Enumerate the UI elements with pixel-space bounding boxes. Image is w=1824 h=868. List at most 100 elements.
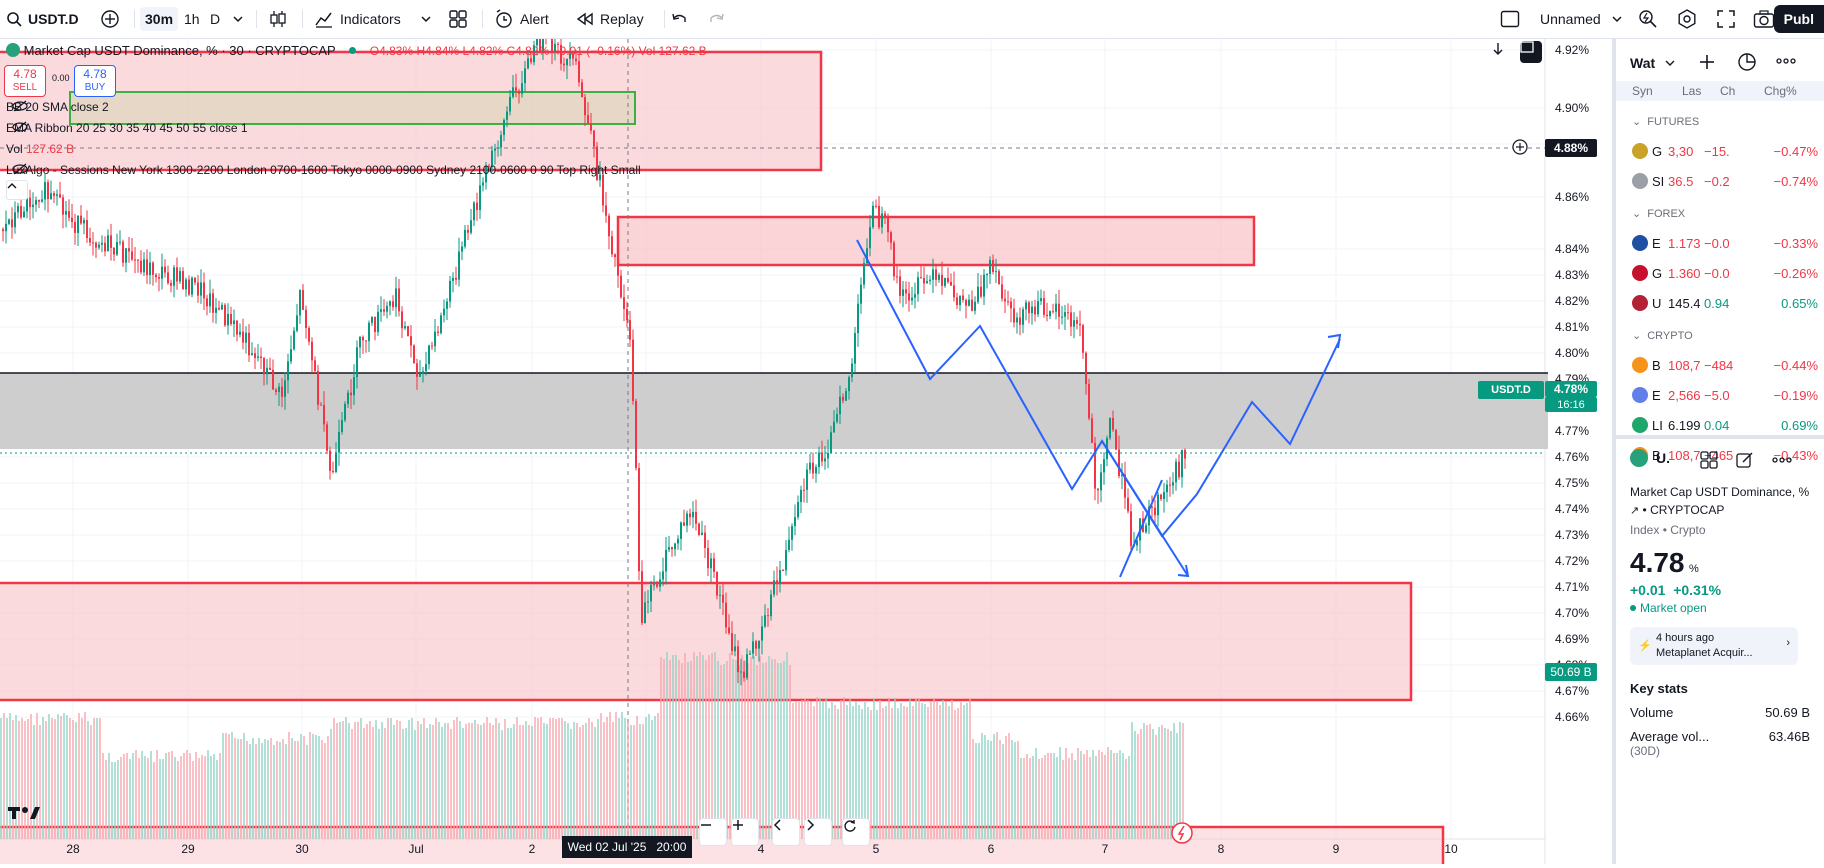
legend-bb[interactable]: BB 20 SMA close 2 bbox=[6, 100, 109, 114]
chart-area[interactable]: Market Cap USDT Dominance, % · 30 · CRYP… bbox=[0, 39, 1612, 864]
sell-button[interactable]: 4.78 SELL bbox=[4, 65, 46, 97]
chart-type-button[interactable] bbox=[268, 0, 288, 38]
news-card[interactable]: ⚡ 4 hours ago Metaplanet Acquir... › bbox=[1630, 627, 1798, 665]
layout-button[interactable]: Unnamed bbox=[1500, 0, 1623, 38]
details-edit-button[interactable] bbox=[1736, 451, 1754, 474]
watchlist-title[interactable]: Wat bbox=[1630, 55, 1675, 71]
volume-bar bbox=[582, 725, 584, 839]
col-last[interactable]: Las bbox=[1682, 84, 1702, 98]
details-header[interactable]: U. bbox=[1630, 449, 1670, 467]
candle-body bbox=[446, 301, 448, 309]
more-options-button[interactable] bbox=[1776, 53, 1796, 74]
volume-bars bbox=[0, 652, 1184, 839]
scroll-right-button[interactable] bbox=[804, 818, 832, 846]
details-exchange[interactable]: CRYPTOCAP bbox=[1650, 503, 1725, 517]
interval-d[interactable]: D bbox=[210, 11, 221, 27]
col-change-pct[interactable]: Chg% bbox=[1764, 84, 1797, 98]
interval-1h[interactable]: 1h bbox=[184, 11, 200, 27]
candle-body bbox=[566, 58, 568, 66]
legend-sessions[interactable]: LuxAlgo - Sessions New York 1300-2200 Lo… bbox=[6, 163, 641, 177]
eye-off-icon[interactable] bbox=[12, 100, 28, 112]
symbol-logo-icon bbox=[1632, 295, 1648, 311]
volume-bar bbox=[636, 716, 638, 839]
candle-body bbox=[917, 277, 919, 295]
watchlist-row[interactable]: E 2,566 −5.0 −0.19% bbox=[1616, 381, 1824, 409]
volume-bar bbox=[21, 718, 23, 839]
price-tick-label: 4.80% bbox=[1555, 346, 1590, 360]
candle-body bbox=[254, 353, 256, 358]
watchlist-section-futures[interactable]: ⌄ FUTURES bbox=[1632, 116, 1700, 128]
maximize-pane-button[interactable] bbox=[1520, 41, 1542, 63]
snapshot-button[interactable] bbox=[1753, 0, 1775, 38]
templates-button[interactable] bbox=[448, 0, 468, 38]
volume-bar bbox=[1167, 729, 1169, 839]
col-symbol[interactable]: Syn bbox=[1632, 84, 1653, 98]
eye-off-icon[interactable] bbox=[12, 163, 28, 175]
volume-bar bbox=[663, 659, 665, 839]
advanced-view-button[interactable] bbox=[1736, 51, 1758, 78]
candle-body bbox=[1082, 325, 1084, 353]
quick-search-button[interactable] bbox=[1638, 0, 1658, 38]
scroll-down-button[interactable] bbox=[1492, 42, 1512, 62]
replay-button[interactable]: Replay bbox=[576, 0, 644, 38]
watchlist-row[interactable]: LI 6.199 0.04 0.69% bbox=[1616, 411, 1824, 439]
fullscreen-button[interactable] bbox=[1716, 0, 1736, 38]
watch-last: 36.5 bbox=[1668, 173, 1694, 189]
watchlist-row[interactable]: SI 36.5 −0.2 −0.74% bbox=[1616, 167, 1824, 195]
collapse-legend-button[interactable] bbox=[6, 180, 28, 200]
watchlist-row[interactable]: B 108,7 −484 −0.44% bbox=[1616, 351, 1824, 379]
watchlist-row[interactable]: G 1.360 −0.0 −0.26% bbox=[1616, 259, 1824, 287]
symbol-search[interactable]: USDT.D bbox=[6, 0, 79, 38]
candle-body bbox=[833, 421, 835, 433]
candle-body bbox=[1079, 323, 1081, 326]
eye-off-icon[interactable] bbox=[12, 121, 28, 133]
alert-button[interactable]: Alert bbox=[494, 0, 549, 38]
watchlist-section-forex[interactable]: ⌄ FOREX bbox=[1632, 208, 1686, 220]
scroll-left-button[interactable] bbox=[772, 818, 800, 846]
watch-change: −0.2 bbox=[1704, 173, 1730, 189]
add-symbol-button[interactable] bbox=[1698, 53, 1716, 76]
volume-bar bbox=[135, 750, 137, 839]
watchlist-section-crypto[interactable]: ⌄ CRYPTO bbox=[1632, 330, 1693, 342]
legend-volume[interactable]: Vol 127.62 B bbox=[6, 142, 75, 156]
zoom-in-button[interactable] bbox=[731, 818, 759, 846]
candle-body bbox=[26, 197, 28, 212]
compare-button[interactable] bbox=[100, 0, 120, 38]
candle-body bbox=[578, 61, 580, 83]
details-more-button[interactable] bbox=[1772, 453, 1792, 472]
publish-button[interactable]: Publ bbox=[1773, 5, 1824, 33]
legend-ema[interactable]: EMA Ribbon 20 25 30 35 40 45 50 55 close… bbox=[6, 121, 248, 135]
volume-bar bbox=[837, 709, 839, 839]
candle-body bbox=[401, 311, 403, 329]
watchlist-row[interactable]: U 145.4 0.94 0.65% bbox=[1616, 289, 1824, 317]
col-change[interactable]: Ch bbox=[1720, 84, 1736, 98]
zoom-out-button[interactable] bbox=[699, 818, 727, 846]
details-grid-button[interactable] bbox=[1700, 451, 1718, 474]
volume-bar bbox=[1059, 747, 1061, 839]
buy-button[interactable]: 4.78 BUY bbox=[74, 65, 116, 97]
watchlist-row[interactable]: G 3,30 −15. −0.47% bbox=[1616, 137, 1824, 165]
candle-body bbox=[1097, 488, 1099, 491]
settings-button[interactable] bbox=[1677, 0, 1697, 38]
chart-legend[interactable]: Market Cap USDT Dominance, % · 30 · CRYP… bbox=[6, 43, 707, 58]
add-alert-crosshair-button[interactable] bbox=[1512, 139, 1532, 157]
candle-body bbox=[1067, 312, 1069, 314]
interval-30m[interactable]: 30m bbox=[140, 0, 179, 38]
crosshair-time-tag: Wed 02 Jul '25 20:00 bbox=[562, 836, 692, 858]
volume-bar bbox=[999, 740, 1001, 839]
interval-dropdown[interactable] bbox=[232, 0, 244, 38]
volume-bar bbox=[1062, 760, 1064, 839]
watchlist-row[interactable]: E 1.173 −0.0 −0.33% bbox=[1616, 229, 1824, 257]
indicators-dropdown[interactable] bbox=[420, 0, 432, 38]
indicators-button[interactable]: Indicators bbox=[314, 0, 401, 38]
volume-bar bbox=[942, 700, 944, 839]
undo-button[interactable] bbox=[670, 0, 688, 38]
volume-bar bbox=[255, 744, 257, 839]
reset-chart-button[interactable] bbox=[842, 818, 870, 846]
volume-bar bbox=[138, 758, 140, 839]
right-panel: Wat Syn Las Ch Chg% ⌄ FUTURES G 3,30 −15. −0.… bbox=[1612, 39, 1824, 864]
candle-body bbox=[815, 467, 817, 474]
redo-button[interactable] bbox=[708, 0, 726, 38]
price-chart[interactable] bbox=[0, 39, 1612, 864]
volume-bar bbox=[441, 727, 443, 839]
